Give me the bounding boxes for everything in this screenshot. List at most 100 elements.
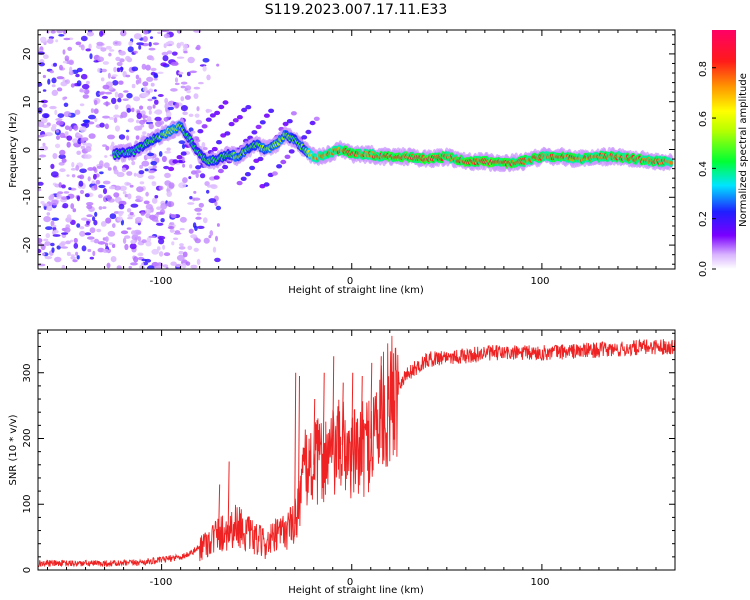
heatmap-speckle [44, 256, 53, 260]
heatmap-speckle [174, 77, 179, 83]
heatmap-speckle [80, 137, 85, 144]
heatmap-speckle [41, 252, 46, 256]
snr-y-tick-label: 0 [22, 567, 33, 573]
heatmap-speckle [210, 184, 218, 190]
colorbar-tick-label: 0.0 [698, 261, 709, 277]
heatmap-speckle [90, 108, 94, 113]
spectrogram-y-tick-label: 20 [22, 48, 33, 61]
heatmap-speckle [176, 56, 185, 59]
snr-y-axis-label: SNR (10 * v/v) [8, 414, 19, 485]
heatmap-speckle [160, 62, 168, 67]
heatmap-speckle [42, 74, 47, 79]
heatmap-speckle [170, 88, 178, 92]
heatmap-speckle [148, 166, 154, 169]
chart-title: S119.2023.007.17.11.E33 [265, 2, 448, 18]
heatmap-speckle [80, 35, 88, 42]
heatmap-speckle [71, 174, 76, 178]
heatmap-speckle [193, 86, 201, 90]
heatmap-speckle [48, 36, 55, 39]
heatmap-speckle [54, 109, 58, 116]
snr-spike [298, 376, 301, 503]
heatmap-speckle [79, 230, 86, 237]
heatmap-speckle [61, 264, 66, 269]
heatmap-speckle [58, 34, 65, 37]
heatmap-speckle [122, 237, 127, 244]
heatmap-speckle [199, 173, 206, 179]
heatmap-speckle [180, 96, 185, 102]
heatmap-speckle [169, 228, 175, 233]
heatmap-speckle [116, 265, 122, 269]
heatmap-speckle [59, 64, 63, 71]
heatmap-streak [197, 129, 204, 134]
heatmap-speckle [178, 246, 186, 250]
heatmap-speckle [166, 190, 172, 197]
heatmap-speckle [195, 216, 202, 220]
heatmap-speckle [97, 67, 101, 73]
heatmap-speckle [188, 176, 192, 180]
heatmap-speckle [179, 243, 184, 247]
heatmap-speckle [72, 259, 78, 263]
heatmap-speckle [73, 242, 79, 249]
heatmap-speckle [62, 60, 68, 64]
heatmap-speckle [145, 208, 151, 214]
heatmap-speckle [59, 132, 66, 138]
heatmap-speckle [76, 150, 82, 155]
heatmap-speckle [166, 201, 175, 208]
colorbar-tick-label: 0.2 [698, 211, 709, 227]
heatmap-speckle [96, 165, 103, 169]
heatmap-speckle [38, 188, 42, 192]
heatmap-speckle [95, 90, 101, 97]
snr-series-line [38, 335, 675, 568]
heatmap-speckle [106, 195, 111, 201]
heatmap-speckle [56, 87, 63, 92]
heatmap-speckle [107, 167, 112, 171]
heatmap-speckle [126, 208, 132, 213]
heatmap-speckle [204, 181, 210, 187]
heatmap-speckle [139, 164, 144, 169]
heatmap-speckle [153, 89, 157, 92]
heatmap-speckle [51, 84, 56, 88]
heatmap-speckle [149, 36, 154, 39]
heatmap-speckle [92, 216, 96, 222]
heatmap-speckle [63, 191, 70, 194]
heatmap-speckle [91, 180, 95, 184]
heatmap-speckle [133, 33, 142, 40]
heatmap-speckle [136, 186, 144, 193]
heatmap-speckle [198, 202, 204, 208]
heatmap-speckle [63, 102, 69, 108]
heatmap-speckle [44, 241, 51, 247]
heatmap-speckle [50, 163, 55, 169]
heatmap-speckle [131, 83, 136, 89]
heatmap-speckle [187, 56, 195, 64]
heatmap-speckle [107, 230, 116, 237]
heatmap-speckle [89, 53, 93, 60]
heatmap-speckle [177, 159, 183, 164]
heatmap-speckle [163, 33, 170, 39]
heatmap-speckle [145, 191, 149, 197]
heatmap-speckle [178, 140, 186, 145]
snr-spike [341, 382, 344, 446]
heatmap-speckle [70, 203, 75, 210]
heatmap-streak [284, 154, 291, 159]
heatmap-speckle [55, 118, 63, 121]
heatmap-speckle [198, 81, 204, 85]
heatmap-speckle [82, 94, 90, 99]
heatmap-speckle [38, 181, 44, 186]
heatmap-speckle [76, 67, 83, 73]
heatmap-speckle [42, 89, 47, 92]
heatmap-speckle [194, 113, 200, 118]
heatmap-speckle [152, 42, 160, 46]
heatmap-speckle [201, 142, 206, 149]
heatmap-speckle [192, 197, 201, 201]
heatmap-speckle [120, 30, 127, 37]
heatmap-speckle [190, 264, 198, 269]
heatmap-streak [249, 165, 256, 171]
heatmap-speckle [194, 238, 201, 244]
snr-spike [313, 399, 316, 465]
heatmap-speckle [88, 133, 96, 139]
heatmap-speckle [102, 180, 111, 185]
heatmap-speckle [107, 134, 115, 140]
heatmap-speckle [101, 95, 108, 99]
heatmap-speckle [86, 220, 90, 225]
